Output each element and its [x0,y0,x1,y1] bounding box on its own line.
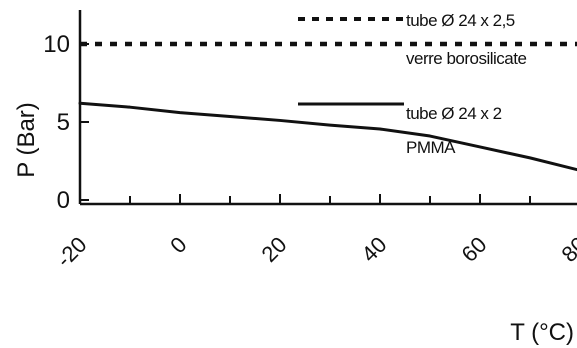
legend: tube Ø 24 x 2,5 verre borosilicate tube … [298,11,527,157]
x-tick-label: 0 [165,232,191,258]
x-tick-label: 20 [257,232,292,267]
x-tick-label: 40 [357,232,392,267]
legend-label-borosilicate-line2: verre borosilicate [406,49,526,68]
axes [78,10,577,206]
y-tick-label: 5 [57,109,70,136]
legend-label-pmma-line2: PMMA [406,138,456,157]
series-line-pmma [78,101,577,172]
y-axis-label: P (Bar) [13,102,40,178]
legend-label-pmma-line1: tube Ø 24 x 2 [406,104,502,123]
y-tick-label: 0 [57,187,70,214]
x-tick-label: 60 [457,232,492,267]
x-tick-label: -20 [51,232,91,272]
y-tick-label: 10 [43,31,70,58]
x-tick-label: 80 [557,232,577,267]
x-axis-label: T (°C) [510,319,574,346]
series-lines [78,41,577,172]
legend-label-borosilicate-line1: tube Ø 24 x 2,5 [406,11,515,30]
